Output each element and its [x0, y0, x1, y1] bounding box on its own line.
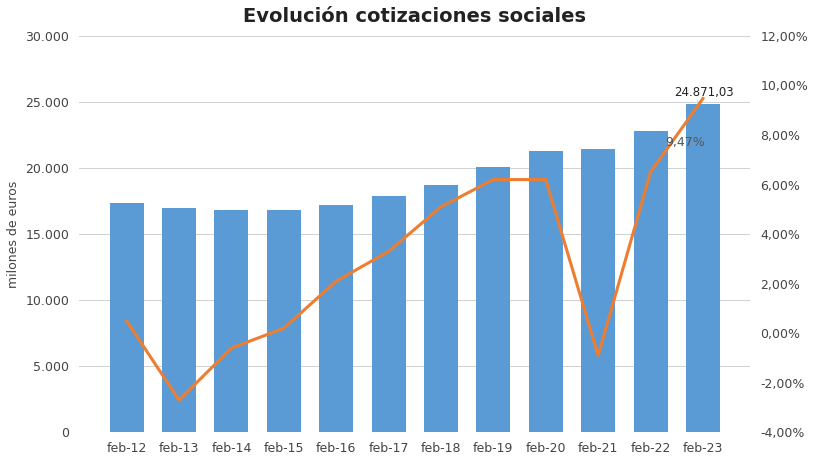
Bar	[476, 167, 510, 432]
Text: 24.871,03: 24.871,03	[674, 86, 734, 99]
Bar	[214, 210, 249, 432]
Bar	[581, 149, 615, 432]
Y-axis label: milones de euros: milones de euros	[7, 181, 20, 288]
Text: 9,47%: 9,47%	[665, 136, 705, 149]
Bar	[633, 131, 667, 432]
Bar	[424, 185, 458, 432]
Bar	[267, 210, 301, 432]
Bar	[109, 203, 143, 432]
Bar	[686, 103, 720, 432]
Bar	[162, 208, 196, 432]
Bar	[529, 151, 563, 432]
Bar	[319, 205, 353, 432]
Bar	[372, 196, 406, 432]
Title: Evolución cotizaciones sociales: Evolución cotizaciones sociales	[244, 7, 586, 26]
